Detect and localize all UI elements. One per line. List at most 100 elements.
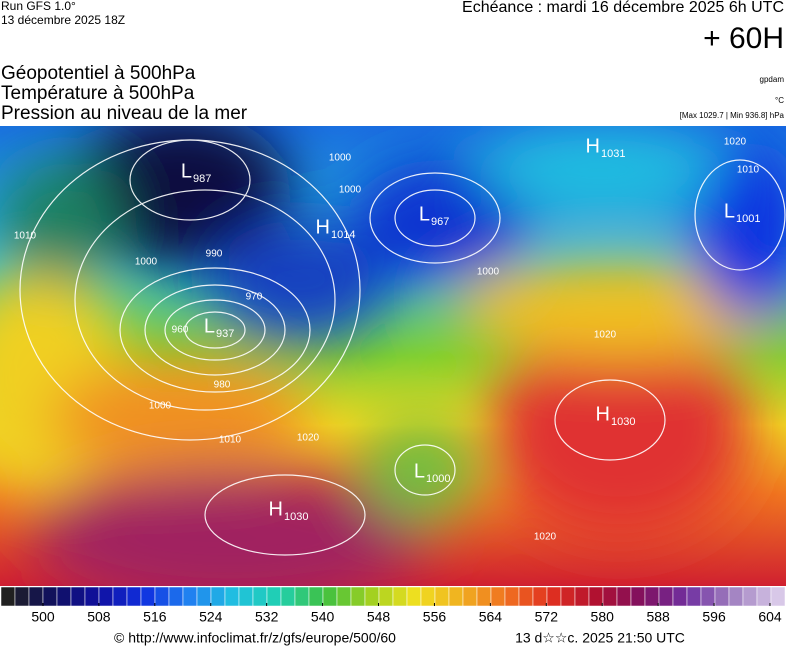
colorbar-swatch [42, 586, 58, 607]
isobar-label: 1020 [534, 532, 557, 543]
colorbar-tick-label: 588 [646, 609, 670, 625]
source-link: © http://www.infoclimat.fr/z/gfs/europe/… [114, 630, 396, 646]
colorbar-swatch [98, 586, 114, 607]
colorbar-swatch [84, 586, 100, 607]
colorbar-swatch [308, 586, 324, 607]
colorbar-swatch [546, 586, 562, 607]
center-type: L [204, 315, 215, 337]
colorbar-tick-label: 564 [479, 609, 503, 625]
isobar-label: 1020 [594, 330, 617, 341]
colorbar-swatch [602, 586, 618, 607]
map [0, 126, 786, 586]
echeance: Echéance : mardi 16 décembre 2025 6h UTC [462, 0, 784, 16]
colorbar-swatch [420, 586, 436, 607]
colorbar-swatch [56, 586, 72, 607]
field-label: Température à 500hPa [1, 83, 195, 104]
center-value: 987 [193, 173, 211, 185]
colorbar-swatch [644, 586, 660, 607]
run-date: 13 décembre 2025 18Z [1, 13, 125, 27]
center-value: 967 [431, 216, 449, 228]
colorbar-tick-label: 532 [255, 609, 279, 625]
center-type: L [414, 460, 425, 482]
center-value: 1000 [426, 473, 450, 485]
isobar-label: 980 [214, 380, 231, 391]
colorbar-swatch [0, 586, 16, 607]
colorbar-swatch [28, 586, 44, 607]
colorbar-swatch [560, 586, 576, 607]
colorbar-swatch [182, 586, 198, 607]
colorbar-swatch [504, 586, 520, 607]
colorbar-swatch [630, 586, 646, 607]
colorbar-swatch [462, 586, 478, 607]
isobar-label: 1000 [339, 185, 362, 196]
colorbar-tick-label: 524 [199, 609, 223, 625]
center-type: H [586, 135, 600, 157]
colorbar-swatch [322, 586, 338, 607]
colorbar-tick-label: 548 [367, 609, 391, 625]
center-type: H [269, 498, 283, 520]
center-value: 1031 [601, 148, 625, 160]
colorbar-swatch [224, 586, 240, 607]
colorbar-swatch [280, 586, 296, 607]
isobar-label: 960 [172, 325, 189, 336]
center-value: 937 [216, 328, 234, 340]
lead-time: + 60H [703, 22, 784, 55]
colorbar-swatch [378, 586, 394, 607]
timestamp: 13 d☆☆c. 2025 21:50 UTC [515, 630, 685, 646]
center-type: L [181, 160, 192, 182]
center-type: H [316, 216, 330, 238]
colorbar-swatch [490, 586, 506, 607]
colorbar-swatch [700, 586, 716, 607]
colorbar-tick-label: 572 [535, 609, 559, 625]
colorbar-swatch [266, 586, 282, 607]
colorbar-swatch [364, 586, 380, 607]
center-type: H [596, 403, 610, 425]
colorbar-swatch [112, 586, 128, 607]
colorbar-swatch [658, 586, 674, 607]
isobar-labels: 1000 1010 1000 990 970 960 980 1000 1010 1020 1000… [14, 137, 760, 543]
colorbar-swatch [70, 586, 86, 607]
colorbar-swatch [770, 586, 786, 607]
colorbar-swatch [350, 586, 366, 607]
center-value: 1030 [284, 511, 308, 523]
colorbar-swatch [476, 586, 492, 607]
isobar-label: 1010 [14, 231, 37, 242]
colorbar-swatch [336, 586, 352, 607]
colorbar-swatch [728, 586, 744, 607]
colorbar-swatch [168, 586, 184, 607]
field-label: Pression au niveau de la mer [1, 103, 248, 124]
colorbar-tick-label: 580 [591, 609, 615, 625]
isobar-label: 970 [246, 292, 263, 303]
colorbar-swatch [518, 586, 534, 607]
colorbar-swatch [448, 586, 464, 607]
colorbar-swatch [574, 586, 590, 607]
isobar-label: 1010 [737, 165, 760, 176]
colorbar-tick-label: 540 [311, 609, 335, 625]
colorbar-tick-label: 604 [758, 609, 782, 625]
colorbar-swatch [238, 586, 254, 607]
colorbar-swatch [14, 586, 30, 607]
colorbar-swatch [756, 586, 772, 607]
colorbar: 500 508 516 524 532 540 548 556 564 572 580 588 596 6… [0, 586, 786, 625]
isobar-label: 990 [206, 249, 223, 260]
center-type: L [419, 203, 430, 225]
center-value: 1030 [611, 416, 635, 428]
field-label: Géopotentiel à 500hPa [1, 63, 196, 84]
colorbar-tick-label: 508 [87, 609, 111, 625]
colorbar-swatch [154, 586, 170, 607]
isobar-label: 1000 [135, 257, 158, 268]
isobar-label: 1000 [149, 401, 172, 412]
unit-label: °C [775, 96, 784, 105]
colorbar-swatch [210, 586, 226, 607]
colorbar-swatch [742, 586, 758, 607]
colorbar-swatch [672, 586, 688, 607]
isobar-label: 1000 [477, 267, 500, 278]
colorbar-tick-label: 516 [143, 609, 167, 625]
unit-label: gpdam [760, 75, 785, 84]
colorbar-swatch [714, 586, 730, 607]
colorbar-swatch [532, 586, 548, 607]
colorbar-swatch [294, 586, 310, 607]
colorbar-swatch [434, 586, 450, 607]
unit-label: [Max 1029.7 | Min 936.8] hPa [680, 111, 785, 120]
